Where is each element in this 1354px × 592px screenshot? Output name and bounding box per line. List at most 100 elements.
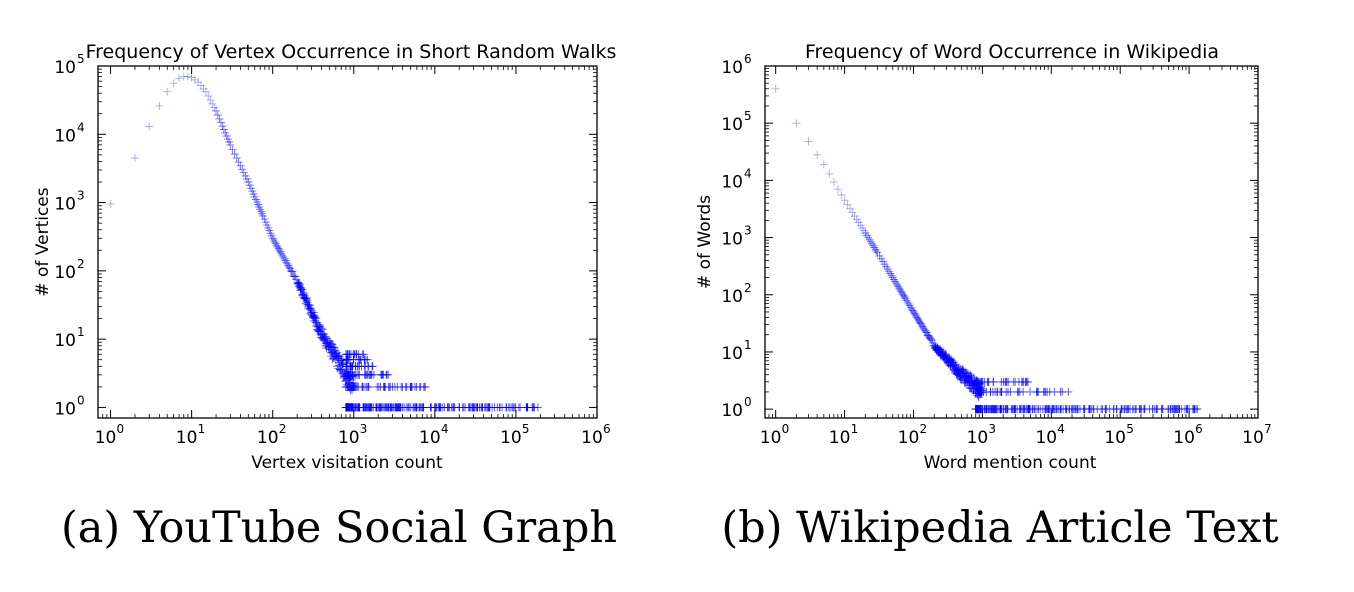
data-point [258, 209, 267, 218]
data-point [272, 241, 281, 250]
data-point [813, 150, 822, 159]
data-point [906, 303, 915, 312]
data-point [239, 168, 248, 177]
y-tick-label: 10 [54, 195, 76, 215]
data-point [852, 215, 861, 224]
data-point [871, 245, 880, 254]
data-point [213, 111, 222, 119]
data-point [901, 294, 910, 303]
data-point [318, 325, 327, 334]
data-point [983, 405, 992, 414]
data-point [1011, 377, 1020, 386]
data-point [891, 277, 899, 286]
data-point [312, 314, 321, 323]
data-point [201, 87, 210, 96]
y-tick-exponent: 5 [77, 52, 85, 66]
x-tick-label: 10 [1104, 428, 1126, 448]
x-tick-exponent: 2 [279, 422, 287, 436]
x-tick-exponent: 6 [603, 422, 611, 436]
data-point [169, 79, 178, 88]
x-tick-label: 10 [500, 428, 522, 448]
data-point [516, 403, 525, 412]
data-point [175, 74, 184, 83]
data-point [208, 99, 217, 108]
x-tick-exponent: 2 [919, 422, 927, 436]
x-tick-exponent: 5 [1126, 422, 1134, 436]
x-tick-label: 10 [176, 428, 198, 448]
data-point [344, 355, 353, 364]
data-point [226, 140, 235, 149]
y-axis-label: # of Words [695, 195, 715, 289]
y-tick-exponent: 2 [744, 281, 752, 295]
data-point [900, 293, 909, 301]
data-point [892, 279, 901, 288]
data-point [271, 239, 280, 248]
data-point [469, 403, 477, 412]
data-point [348, 362, 357, 371]
data-point [829, 178, 838, 187]
x-tick-label: 10 [898, 428, 920, 448]
data-point [977, 377, 986, 386]
data-point [269, 236, 278, 245]
data-point [288, 267, 297, 276]
y-tick-label: 10 [721, 58, 743, 78]
data-point [893, 280, 902, 289]
data-point [244, 178, 253, 186]
data-point [305, 300, 314, 309]
data-point [991, 405, 1000, 414]
y-tick-exponent: 0 [77, 393, 85, 407]
plot-frame [764, 65, 1259, 419]
data-point [865, 235, 874, 244]
data-point [219, 125, 228, 134]
data-point [819, 160, 828, 169]
y-tick-exponent: 1 [744, 338, 752, 352]
data-point [972, 405, 981, 414]
data-point [804, 137, 813, 146]
data-point [837, 191, 846, 199]
data-point [1086, 405, 1094, 414]
data-point [1028, 405, 1037, 414]
data-point [1036, 405, 1045, 414]
data-point [1183, 405, 1191, 414]
y-tick-label: 10 [721, 230, 743, 250]
data-point [155, 101, 164, 110]
data-point [1153, 405, 1162, 414]
data-point [204, 92, 213, 100]
y-tick-label: 10 [721, 344, 743, 364]
data-point [365, 403, 374, 412]
data-point [191, 75, 199, 84]
data-point [840, 196, 849, 205]
x-tick-exponent: 3 [988, 422, 996, 436]
y-tick-label: 10 [721, 401, 743, 421]
data-point [299, 288, 308, 297]
data-point [232, 154, 241, 163]
data-point [435, 403, 444, 412]
data-point [1064, 387, 1073, 396]
data-point [228, 145, 237, 154]
data-point [187, 73, 196, 82]
data-point [997, 377, 1006, 386]
y-tick-label: 10 [54, 331, 76, 351]
data-point [904, 299, 913, 308]
data-point [215, 114, 224, 123]
x-tick-exponent: 5 [522, 422, 530, 436]
data-point [858, 224, 867, 233]
data-point [1006, 387, 1015, 396]
y-tick-exponent: 1 [77, 325, 85, 339]
x-tick-exponent: 6 [1195, 422, 1203, 436]
x-tick-label: 10 [257, 428, 279, 448]
data-point [455, 403, 464, 412]
data-point [1193, 405, 1202, 414]
y-tick-label: 10 [54, 399, 76, 419]
data-point [902, 296, 911, 305]
data-point [870, 243, 879, 252]
y-tick-exponent: 3 [744, 224, 752, 238]
data-point [320, 332, 329, 341]
data-point [884, 267, 893, 276]
data-point [346, 370, 355, 379]
data-point [347, 403, 356, 412]
x-axis-label: Vertex visitation count [251, 453, 443, 473]
data-point [396, 403, 405, 412]
caption: (a) YouTube Social Graph [61, 503, 617, 553]
